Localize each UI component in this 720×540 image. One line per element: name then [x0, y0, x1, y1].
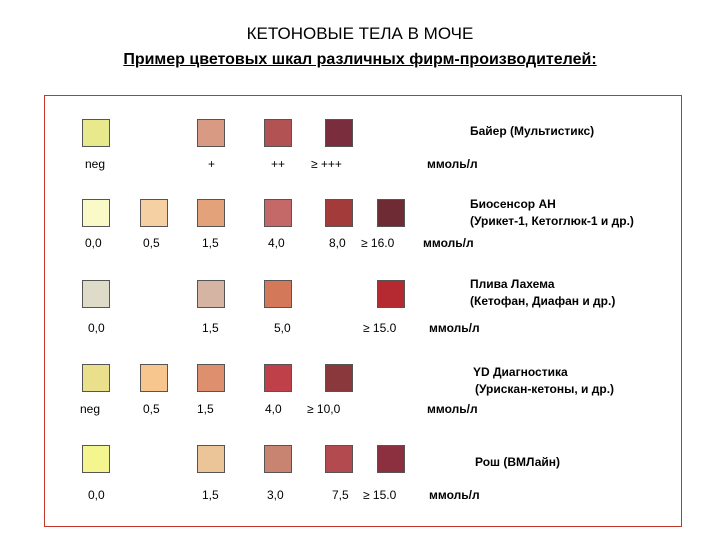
unit-label: ммоль/л — [429, 488, 480, 502]
scale-value-label: 0,0 — [88, 488, 105, 502]
color-swatch — [325, 199, 353, 227]
scale-value-label: ≥ 15.0 — [363, 321, 397, 335]
scale-value-label: 7,5 — [332, 488, 349, 502]
scale-value-label: 0,5 — [143, 402, 160, 416]
manufacturer-name: Биосенсор АН — [470, 197, 556, 211]
unit-label: ммоль/л — [427, 402, 478, 416]
color-swatch — [325, 119, 353, 147]
scale-value-label: + — [208, 157, 216, 171]
manufacturer-name: (Кетофан, Диафан и др.) — [470, 294, 616, 308]
scale-value-label: 0,5 — [143, 236, 160, 250]
scale-value-label: 1,5 — [202, 488, 219, 502]
color-swatch — [264, 119, 292, 147]
color-swatch — [82, 280, 110, 308]
manufacturer-name: (Урикет-1, Кетоглюк-1 и др.) — [470, 214, 634, 228]
scale-value-label: 1,5 — [202, 321, 219, 335]
scale-value-label: 4,0 — [265, 402, 282, 416]
color-swatch — [197, 119, 225, 147]
scale-value-label: ≥ 15.0 — [363, 488, 397, 502]
unit-label: ммоль/л — [429, 321, 480, 335]
unit-label: ммоль/л — [427, 157, 478, 171]
manufacturer-name: YD Диагностика — [473, 365, 568, 379]
scale-value-label: ≥ 10,0 — [307, 402, 341, 416]
scale-value-label: ≥ 16.0 — [361, 236, 395, 250]
color-swatch — [140, 199, 168, 227]
manufacturer-name: Плива Лахема — [470, 277, 555, 291]
manufacturer-name: Байер (Мультистикс) — [470, 124, 595, 138]
color-swatch — [197, 199, 225, 227]
manufacturer-name: (Урискан-кетоны, и др.) — [475, 382, 615, 396]
scale-value-label: 5,0 — [274, 321, 291, 335]
scale-value-label: 0,0 — [88, 321, 105, 335]
scale-value-label: 8,0 — [329, 236, 346, 250]
color-swatch — [82, 364, 110, 392]
color-swatch — [325, 445, 353, 473]
color-swatch — [377, 199, 405, 227]
color-swatch — [82, 119, 110, 147]
scale-value-label: 0,0 — [85, 236, 102, 250]
color-swatch — [82, 445, 110, 473]
color-swatch — [197, 364, 225, 392]
scale-value-label: neg — [80, 402, 101, 416]
page-subtitle: Пример цветовых шкал различных фирм-прои… — [123, 51, 597, 68]
color-scales-frame: Байер (Мультистикс) neg + ++ ≥ +++ ммоль… — [44, 95, 682, 527]
scale-value-label: neg — [85, 157, 106, 171]
scale-value-label: 1,5 — [197, 402, 214, 416]
color-swatch — [82, 199, 110, 227]
color-swatch — [264, 199, 292, 227]
scale-value-label: 3,0 — [267, 488, 284, 502]
manufacturer-name: Рош (ВМЛайн) — [475, 455, 561, 469]
color-swatch — [377, 445, 405, 473]
color-swatch — [197, 280, 225, 308]
unit-label: ммоль/л — [423, 236, 474, 250]
color-swatch — [197, 445, 225, 473]
color-swatch — [264, 445, 292, 473]
scale-value-label: ++ — [271, 157, 286, 171]
color-swatch — [325, 364, 353, 392]
color-swatch — [264, 364, 292, 392]
scale-value-label: 4,0 — [268, 236, 285, 250]
color-swatch — [377, 280, 405, 308]
color-swatch — [140, 364, 168, 392]
page-title: КЕТОНОВЫЕ ТЕЛА В МОЧЕ — [246, 24, 474, 43]
scale-value-label: 1,5 — [202, 236, 219, 250]
scale-value-label: ≥ +++ — [311, 157, 342, 171]
color-swatch — [264, 280, 292, 308]
